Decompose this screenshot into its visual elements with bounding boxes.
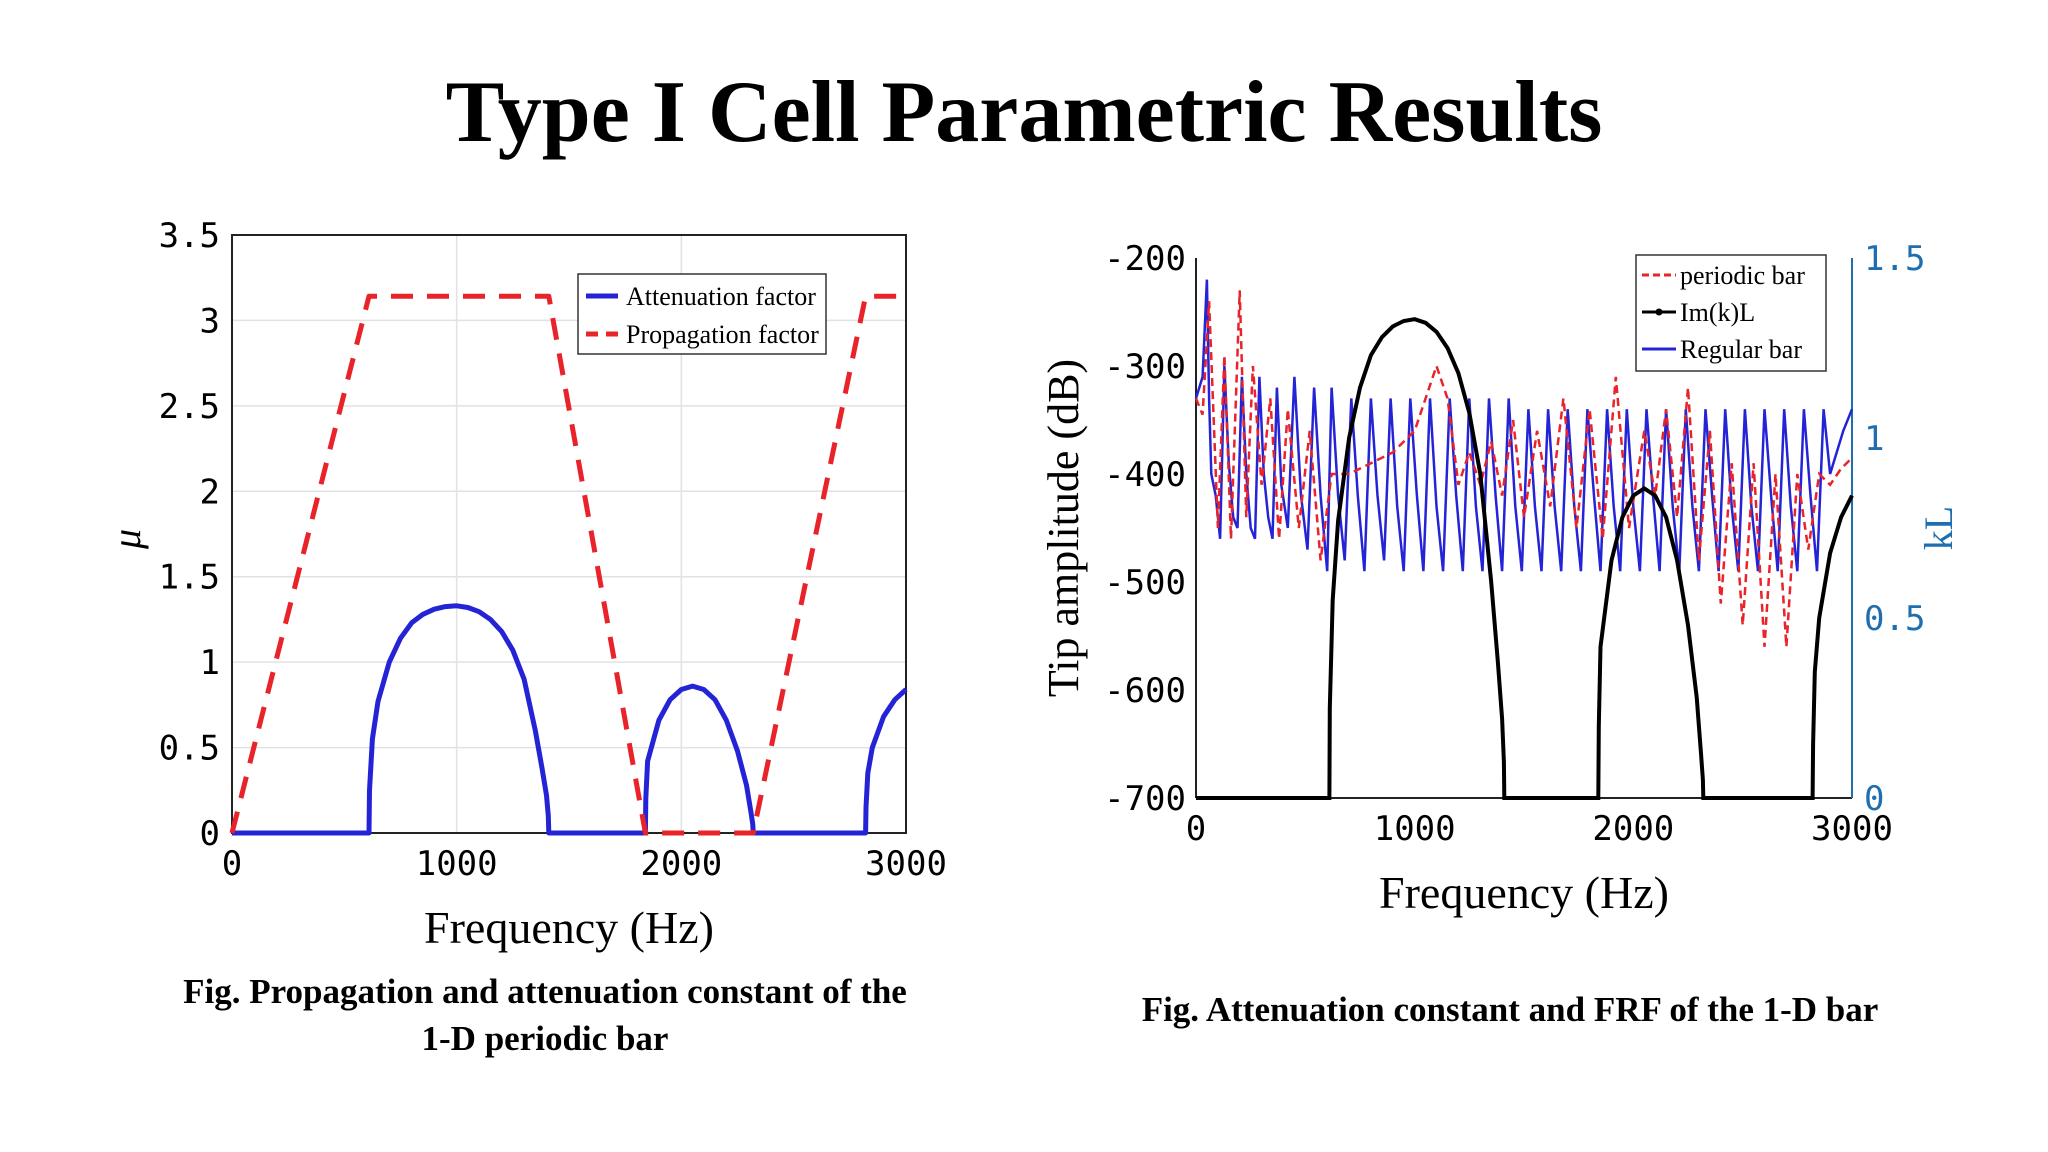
y2-axis-label: kL — [1916, 506, 1961, 550]
legend-label: Attenuation factor — [626, 282, 816, 311]
caption-right: Fig. Attenuation constant and FRF of the… — [1141, 990, 1879, 1029]
x-axis-label: Frequency (Hz) — [424, 902, 714, 953]
y-tick-label: 1.5 — [159, 558, 220, 598]
x-tick-label: 2000 — [1592, 809, 1674, 849]
legend-label: Propagation factor — [626, 320, 819, 349]
x-tick-label: 2000 — [640, 844, 722, 884]
y-tick-label: -700 — [1104, 779, 1186, 819]
y-tick-label: 3.5 — [159, 216, 220, 256]
caption-left-line1: Fig. Propagation and attenuation constan… — [183, 972, 907, 1011]
series-imk-l — [1196, 317, 1854, 800]
x-tick-label: 0 — [222, 844, 242, 884]
caption-left: Fig. Propagation and attenuation constan… — [130, 968, 960, 1062]
y-tick-label: -200 — [1104, 239, 1186, 279]
slide-title: Type I Cell Parametric Results — [445, 64, 1603, 161]
y-tick-label: -300 — [1104, 347, 1186, 387]
y-tick-label: -600 — [1104, 671, 1186, 711]
y-tick-label: -500 — [1104, 563, 1186, 603]
y2-tick-label: 1.5 — [1864, 239, 1925, 279]
legend-marker — [1655, 308, 1663, 316]
x-tick-label: 0 — [1186, 809, 1206, 849]
y2-tick-label: 0 — [1864, 779, 1884, 819]
x-tick-label: 3000 — [865, 844, 947, 884]
series-regular-bar — [1194, 279, 1854, 572]
x-axis-label: Frequency (Hz) — [1379, 867, 1669, 918]
y-axis-label: Tip amplitude (dB) — [1039, 359, 1088, 697]
caption-left-line2: 1-D periodic bar — [421, 1019, 669, 1058]
legend-box — [577, 273, 827, 355]
y-tick-label: 0 — [200, 814, 220, 854]
legend-label: Regular bar — [1680, 335, 1802, 364]
y-tick-label: 1 — [200, 643, 220, 683]
x-tick-label: 1000 — [416, 844, 498, 884]
y2-tick-label: 1 — [1864, 419, 1884, 459]
y-tick-label: 3 — [200, 301, 220, 341]
legend-label: Im(k)L — [1680, 298, 1755, 327]
y-tick-label: 2.5 — [159, 387, 220, 427]
series-propagation-factor — [229, 293, 906, 836]
x-tick-label: 1000 — [1374, 809, 1456, 849]
y-axis-label: μ — [104, 529, 149, 550]
y-tick-label: 0.5 — [159, 729, 220, 769]
legend-label: periodic bar — [1680, 261, 1805, 290]
x-tick-label: 3000 — [1811, 809, 1893, 849]
y2-tick-label: 0.5 — [1864, 599, 1925, 639]
y-tick-label: -400 — [1104, 455, 1186, 495]
y-tick-label: 2 — [200, 472, 220, 512]
